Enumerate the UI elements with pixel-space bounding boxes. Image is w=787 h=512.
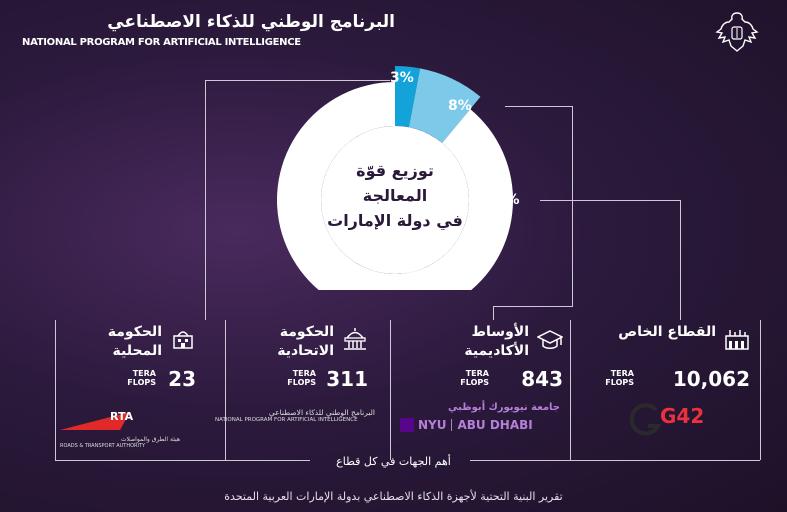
divider (390, 320, 391, 460)
unit-line: TERA (132, 369, 156, 378)
divider (451, 419, 453, 431)
segment-label-89: 89% (486, 192, 520, 208)
sector-academic: الأوساط الأكاديمية TERA FLOPS 843 (393, 323, 563, 403)
connector-line (540, 200, 680, 201)
divider (470, 460, 760, 461)
connector-line (493, 306, 494, 320)
sources-label: أهم الجهات في كل قطاع (336, 455, 451, 468)
sector-value: 843 (521, 367, 563, 391)
federal-building-icon (344, 328, 366, 350)
nyu-abu-dhabi-logo: جامعة نيويورك أبوظبي NYU ABU DHABI (400, 402, 560, 442)
unit-label: TERA FLOPS (605, 369, 634, 387)
divider (225, 320, 226, 460)
rta-english-text: ROADS & TRANSPORT AUTHORITY (60, 443, 146, 449)
sector-private: القطاع الخاص TERA FLOPS 10,062 (580, 323, 750, 403)
connector-line (205, 80, 390, 81)
donut-hole (321, 126, 469, 274)
sector-local-government: الحكومة المحلية TERA FLOPS 23 (26, 323, 196, 403)
national-program-logo: البرنامج الوطني للذكاء الاصطناعي NATIONA… (215, 408, 375, 438)
sector-title: الحكومة المحلية (108, 323, 162, 361)
g42-mark-icon (629, 403, 662, 436)
sector-title-line: المحلية (112, 343, 162, 359)
donut-center-line: في دولة الإمارات (327, 211, 463, 230)
divider (570, 320, 571, 460)
donut-segment-3 (395, 66, 421, 128)
sector-value: 23 (168, 367, 196, 391)
unit-line: FLOPS (605, 378, 634, 387)
unit-line: FLOPS (460, 378, 489, 387)
factory-icon (725, 330, 749, 350)
donut-segment-8 (408, 68, 481, 143)
divider (760, 320, 761, 460)
unit-line: TERA (292, 369, 316, 378)
unit-label: TERA FLOPS (460, 369, 489, 387)
sector-title-line: القطاع الخاص (618, 324, 716, 340)
donut-center-line: توزيع قوّة (356, 161, 434, 180)
nyu-text: NYU (418, 418, 447, 432)
divider (55, 460, 310, 461)
sector-federal-government: الحكومة الاتحادية TERA FLOPS 311 (198, 323, 368, 403)
unit-label: TERA FLOPS (287, 369, 316, 387)
sector-title: القطاع الخاص (618, 323, 716, 342)
donut-center-label: توزيع قوّة المعالجة في دولة الإمارات (300, 158, 490, 233)
footer-text: تقرير البنية التحتية لأجهزة الذكاء الاصط… (224, 490, 563, 503)
connector-line (680, 200, 681, 320)
graduation-cap-icon (537, 330, 563, 349)
rta-arabic-text: هيئة الطرق والمواصلات (120, 436, 180, 443)
segment-label-3: 3% (390, 70, 414, 86)
connector-line (493, 306, 573, 307)
unit-line: TERA (610, 369, 634, 378)
nyu-torch-icon (400, 418, 414, 432)
rta-mark-icon (60, 412, 130, 430)
rta-logo: RTA هيئة الطرق والمواصلات ROADS & TRANSP… (60, 410, 180, 455)
connector-line (505, 106, 573, 107)
g42-text: G42 (660, 404, 705, 428)
sector-value: 311 (326, 367, 368, 391)
sector-title-line: الأوساط (471, 324, 530, 340)
sector-title-line: الحكومة (279, 324, 334, 340)
rta-text: RTA (110, 410, 134, 423)
uae-emblem-icon (715, 12, 759, 52)
sector-title: الحكومة الاتحادية (277, 323, 334, 361)
connector-line (572, 106, 573, 306)
title-arabic: البرنامج الوطني للذكاء الاصطناعي (107, 12, 395, 32)
sector-value: 10,062 (672, 367, 750, 391)
nyu-arabic-text: جامعة نيويورك أبوظبي (448, 402, 560, 413)
sector-title-line: الاتحادية (277, 343, 334, 359)
donut-chart (277, 66, 513, 290)
g42-logo: G42 (626, 402, 716, 442)
segment-label-8: 8% (448, 98, 472, 114)
unit-line: FLOPS (127, 378, 156, 387)
unit-line: TERA (465, 369, 489, 378)
sector-title-line: الحكومة (107, 324, 162, 340)
donut-center-line: المعالجة (362, 186, 428, 205)
nai-english-text: NATIONAL PROGRAM FOR ARTIFICIAL INTELLIG… (215, 417, 358, 423)
title-english: NATIONAL PROGRAM FOR ARTIFICIAL INTELLIG… (22, 37, 301, 48)
unit-label: TERA FLOPS (127, 369, 156, 387)
divider (55, 320, 56, 460)
nai-arabic-text: البرنامج الوطني للذكاء الاصطناعي (268, 408, 375, 417)
sector-title: الأوساط الأكاديمية (464, 323, 529, 361)
unit-line: FLOPS (287, 378, 316, 387)
abu-dhabi-text: ABU DHABI (457, 418, 533, 432)
local-building-icon (173, 331, 193, 349)
connector-line (205, 80, 206, 320)
sector-title-line: الأكاديمية (464, 343, 529, 359)
donut-segment-89 (277, 82, 513, 290)
